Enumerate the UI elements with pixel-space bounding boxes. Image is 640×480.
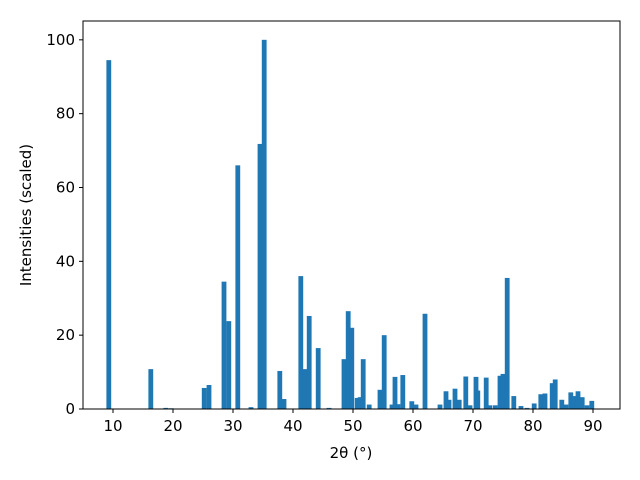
x-tick-label: 80 (523, 417, 542, 435)
bar (395, 404, 401, 409)
y-axis-label: Intensities (scaled) (17, 144, 35, 286)
bar (326, 407, 332, 409)
bar (277, 370, 283, 409)
bar (341, 359, 347, 409)
bar (559, 399, 565, 409)
bar (409, 401, 415, 409)
bar (261, 39, 267, 409)
bar (163, 407, 169, 409)
bar (437, 404, 443, 409)
bar (281, 399, 287, 409)
bar (345, 311, 351, 409)
x-tick-label: 60 (403, 417, 422, 435)
bar (413, 404, 419, 409)
y-tick-label: 20 (56, 326, 75, 344)
bar (483, 377, 489, 409)
bar (467, 405, 473, 409)
bar (511, 396, 517, 409)
x-tick-label: 30 (223, 417, 242, 435)
bar (475, 390, 481, 409)
x-tick-label: 20 (163, 417, 182, 435)
bar (443, 391, 449, 409)
x-tick-label: 10 (103, 417, 122, 435)
bar (452, 388, 458, 409)
bar (248, 407, 254, 409)
bar (589, 400, 595, 409)
bar (422, 313, 428, 409)
bar (500, 373, 506, 409)
bar (106, 60, 112, 409)
bar (201, 387, 207, 409)
plot-frame (82, 20, 621, 410)
bar (400, 375, 406, 409)
x-tick-label: 90 (583, 417, 602, 435)
bar (446, 399, 452, 409)
bar (392, 376, 398, 409)
bar (487, 405, 493, 409)
bar (357, 397, 363, 409)
bar (226, 321, 232, 409)
bar (360, 359, 366, 409)
bar (354, 397, 360, 409)
bar (381, 335, 387, 409)
x-tick-label: 40 (283, 417, 302, 435)
y-tick-label: 100 (46, 31, 75, 49)
y-tick-label: 80 (56, 105, 75, 123)
bar (571, 396, 577, 409)
bar (575, 391, 581, 409)
bar (552, 379, 558, 409)
bar (492, 405, 498, 409)
bar (377, 389, 383, 409)
bar (389, 404, 395, 409)
x-tick-label: 70 (463, 417, 482, 435)
y-tick-label: 40 (56, 252, 75, 270)
bar (579, 397, 585, 409)
bar (315, 348, 321, 409)
bar (538, 394, 544, 409)
bar (563, 404, 569, 409)
bar (235, 165, 241, 409)
bar (568, 392, 574, 409)
x-tick-label: 50 (343, 417, 362, 435)
bar (531, 403, 537, 409)
bar (206, 385, 212, 409)
bar (221, 281, 227, 409)
bar (542, 393, 548, 409)
bar (366, 404, 372, 409)
bar (518, 406, 524, 409)
bar (298, 276, 304, 409)
bar (584, 405, 590, 409)
bar (524, 407, 530, 409)
bar (463, 376, 469, 409)
bar (306, 315, 312, 409)
y-tick-label: 60 (56, 178, 75, 196)
bar (302, 369, 308, 409)
bar (549, 383, 555, 409)
y-tick-label: 0 (65, 400, 75, 418)
bar (497, 375, 503, 409)
x-axis-label: 2θ (°) (330, 444, 373, 462)
bar (504, 277, 510, 409)
bar (148, 369, 154, 409)
bar (257, 143, 263, 410)
bar (456, 399, 462, 409)
bar (349, 327, 355, 409)
